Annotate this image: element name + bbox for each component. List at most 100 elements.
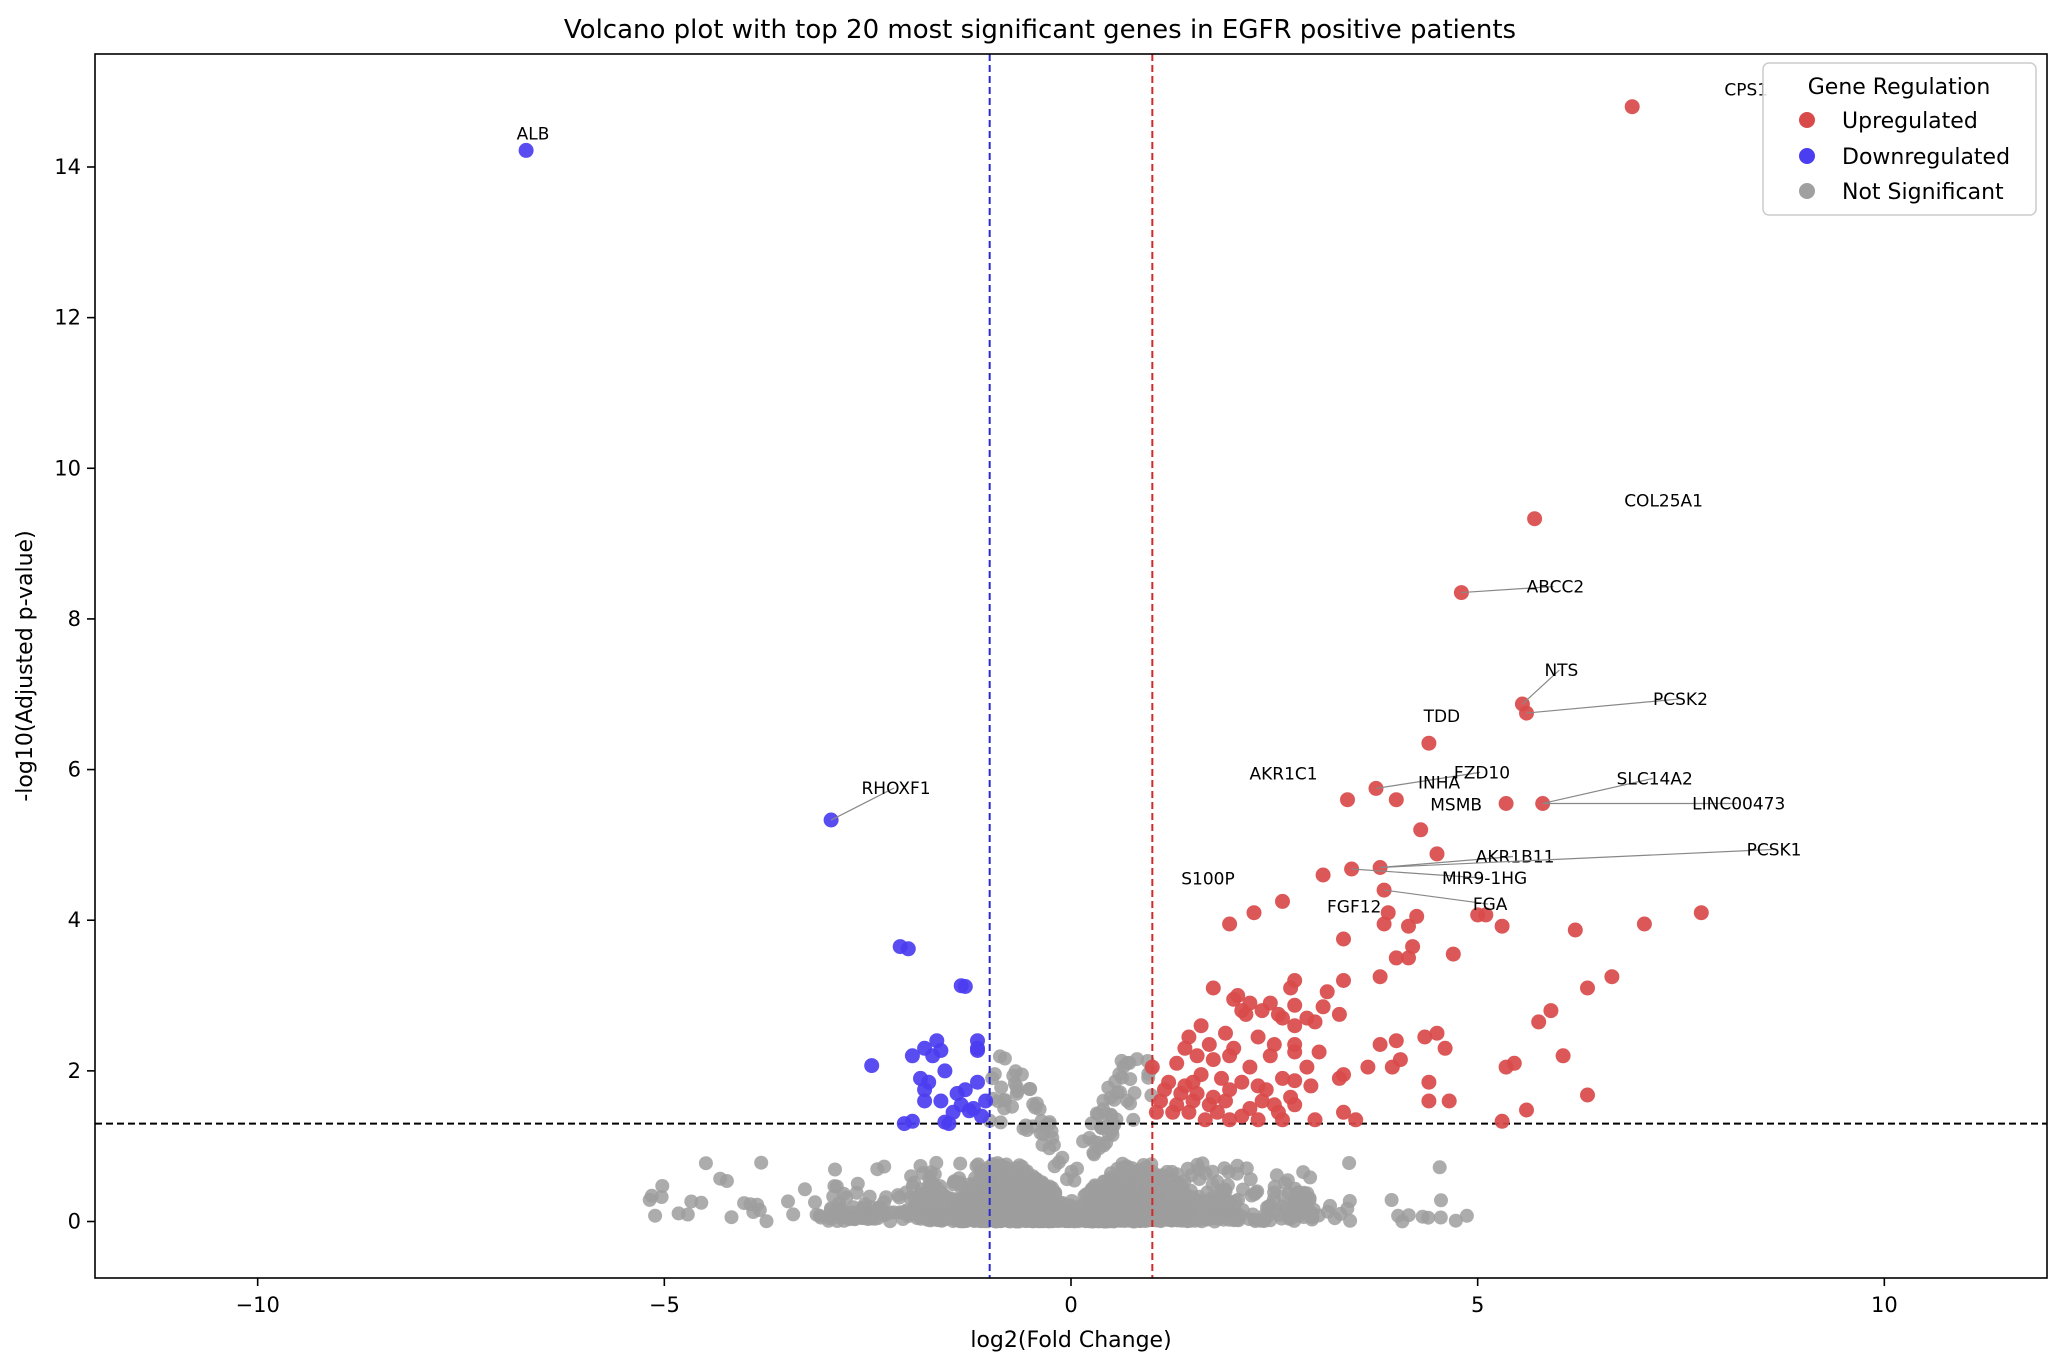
upregulated-point xyxy=(1254,1003,1270,1019)
ns-point xyxy=(1125,1197,1140,1212)
upregulated-point xyxy=(1185,1093,1201,1109)
upregulated-point xyxy=(1478,907,1494,923)
gene-label: RHOXF1 xyxy=(861,779,930,799)
ns-point xyxy=(1269,1168,1284,1183)
upregulated-point xyxy=(1189,1048,1205,1064)
ns-point xyxy=(812,1208,827,1223)
ns-point xyxy=(1415,1209,1430,1224)
upregulated-point xyxy=(1185,1074,1201,1090)
ns-point xyxy=(654,1190,669,1204)
upregulated-point xyxy=(1340,792,1355,808)
upregulated-point xyxy=(1376,916,1392,932)
ns-point xyxy=(1138,1194,1153,1209)
ns-point xyxy=(995,1210,1010,1225)
upregulated-point xyxy=(1287,1018,1303,1034)
ns-point xyxy=(1150,1168,1165,1183)
gene-label-leader xyxy=(1526,698,1679,714)
legend-box xyxy=(1762,62,2037,216)
upregulated-point xyxy=(1421,735,1437,751)
ns-point xyxy=(1180,1161,1195,1176)
upregulated-point xyxy=(1315,867,1331,883)
ns-point xyxy=(1096,1102,1111,1117)
upregulated-point xyxy=(1636,916,1652,932)
gene-label: INHA xyxy=(1418,773,1461,793)
downregulated-point xyxy=(945,1104,961,1120)
y-tick-label: 4 xyxy=(68,908,81,932)
upregulated-point xyxy=(1498,1059,1514,1075)
ns-point xyxy=(1052,1202,1067,1217)
upregulated-point xyxy=(1360,1059,1376,1075)
threshold-lines xyxy=(95,54,2047,1278)
y-tick-label: 12 xyxy=(54,306,81,330)
ns-point xyxy=(1215,1200,1230,1215)
ns-point xyxy=(1008,1064,1023,1079)
gene-label: LINC00473 xyxy=(1692,794,1785,814)
upregulated-point xyxy=(1287,997,1303,1013)
upregulated-point xyxy=(1494,1113,1510,1129)
ns-point xyxy=(1000,1175,1014,1190)
ns-point xyxy=(927,1167,942,1182)
upregulated-point xyxy=(1580,980,1595,996)
x-axis-label: log2(Fold Change) xyxy=(970,1328,1171,1353)
downregulated-point xyxy=(970,1074,985,1090)
downregulated-point xyxy=(896,1116,912,1132)
upregulated-point xyxy=(1287,1073,1303,1089)
gene-label-leader xyxy=(1521,669,1560,705)
upregulated-point xyxy=(1331,1006,1347,1022)
ns-point xyxy=(991,1094,1006,1109)
gene-label: FGF12 xyxy=(1327,898,1381,918)
x-tick-label: −10 xyxy=(236,1293,280,1317)
upregulated-point xyxy=(1299,1059,1315,1075)
legend-label-downregulated: Downregulated xyxy=(1842,145,2010,170)
ns-point xyxy=(1179,1202,1194,1217)
ns-point xyxy=(836,1186,851,1201)
upregulated-point xyxy=(1535,796,1551,811)
ns-point xyxy=(1323,1198,1337,1213)
downregulated-point xyxy=(864,1058,880,1074)
upregulated-point xyxy=(1307,1112,1323,1128)
legend-label-not-significant: Not Significant xyxy=(1842,180,2004,205)
ns-point xyxy=(1030,1179,1045,1194)
chart-title: Volcano plot with top 20 most significan… xyxy=(564,15,1516,45)
upregulated-point xyxy=(1205,1052,1221,1068)
ns-point xyxy=(1183,1183,1198,1198)
ns-point xyxy=(1250,1184,1265,1199)
upregulated-point xyxy=(1421,1074,1437,1090)
upregulated-point xyxy=(1413,822,1429,838)
significant-points xyxy=(518,99,1709,1132)
ns-point xyxy=(1110,1085,1125,1100)
ns-point xyxy=(1259,1210,1274,1225)
upregulated-point xyxy=(1222,1112,1238,1128)
upregulated-point xyxy=(1580,1087,1595,1103)
ns-point xyxy=(781,1194,795,1209)
upregulated-point xyxy=(1624,99,1640,115)
gene-label-leader xyxy=(1461,585,1554,594)
ns-point xyxy=(849,1185,864,1200)
gene-label-leader xyxy=(1351,868,1483,879)
ns-point xyxy=(698,1156,713,1171)
ns-point xyxy=(754,1155,769,1170)
upregulated-point xyxy=(1315,999,1331,1015)
upregulated-point xyxy=(1543,1003,1559,1019)
ns-point xyxy=(1106,1212,1121,1227)
ns-point xyxy=(671,1206,686,1221)
ns-point xyxy=(938,1195,953,1209)
ns-point xyxy=(1448,1213,1463,1228)
downregulated-point xyxy=(937,1114,953,1130)
gene-labels: CPS1 ALB COL25A1 ABCC2 NTS PCSK2 TDD FZD10 AKR1C… xyxy=(517,81,1802,918)
upregulated-point xyxy=(1275,1070,1290,1086)
y-tick-label: 0 xyxy=(68,1210,81,1234)
upregulated-point xyxy=(1421,1093,1437,1109)
y-axis-label: -log10(Adjusted p-value) xyxy=(13,530,38,801)
upregulated-point xyxy=(1388,1033,1404,1049)
ns-point xyxy=(1046,1138,1061,1152)
ns-point xyxy=(991,1159,1006,1174)
ns-point xyxy=(1168,1176,1182,1191)
axes: −10 −5 0 5 10 0 2 4 6 8 10 12 14 xyxy=(54,155,1897,1317)
gene-label: PCSK2 xyxy=(1653,690,1708,710)
upregulated-point xyxy=(1242,1059,1258,1075)
upregulated-point xyxy=(1531,1014,1547,1030)
ns-point xyxy=(993,1049,1007,1064)
upregulated-point xyxy=(1209,1104,1225,1120)
downregulated-point xyxy=(978,1093,994,1109)
